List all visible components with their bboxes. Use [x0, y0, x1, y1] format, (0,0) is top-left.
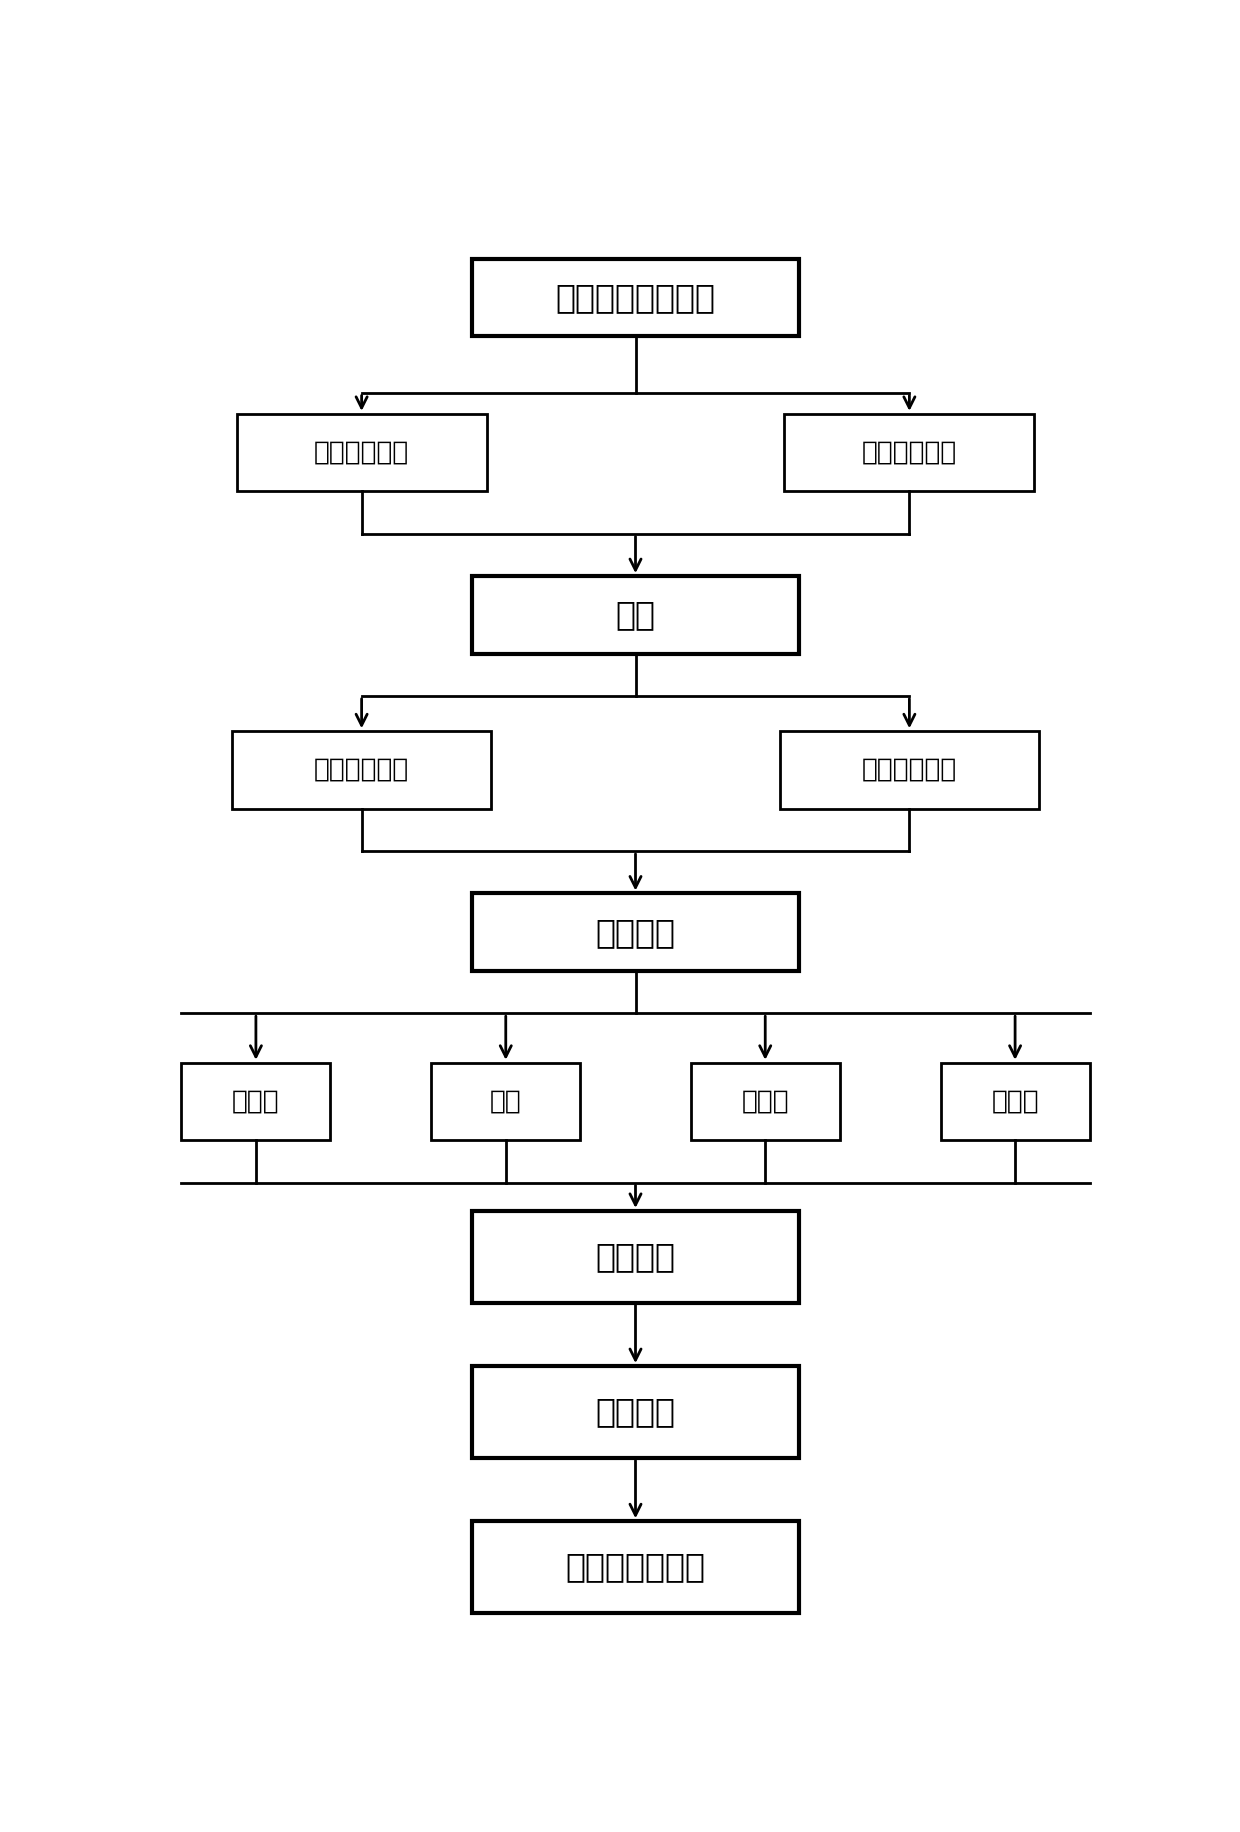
Text: 管网: 管网 — [490, 1088, 522, 1114]
FancyBboxPatch shape — [785, 414, 1034, 491]
FancyBboxPatch shape — [472, 1521, 799, 1612]
Text: 土壤透气率计算: 土壤透气率计算 — [565, 1550, 706, 1583]
FancyBboxPatch shape — [237, 414, 486, 491]
FancyBboxPatch shape — [941, 1063, 1090, 1140]
Text: 建井: 建井 — [615, 599, 656, 632]
FancyBboxPatch shape — [472, 894, 799, 971]
FancyBboxPatch shape — [232, 731, 491, 808]
Text: 气相抜提: 气相抜提 — [595, 1240, 676, 1273]
Text: 土壤气抜提井: 土壤气抜提井 — [314, 757, 409, 782]
Text: 流量计: 流量计 — [991, 1088, 1039, 1114]
Text: 压力表: 压力表 — [742, 1088, 789, 1114]
FancyBboxPatch shape — [432, 1063, 580, 1140]
Text: 地下水文特性: 地下水文特性 — [862, 440, 957, 465]
FancyBboxPatch shape — [181, 1063, 330, 1140]
Text: 土壤气监测井: 土壤气监测井 — [862, 757, 957, 782]
FancyBboxPatch shape — [780, 731, 1039, 808]
Text: 气流监测: 气流监测 — [595, 1396, 676, 1429]
Text: 水文地质资料分析: 水文地质资料分析 — [556, 280, 715, 313]
FancyBboxPatch shape — [472, 1367, 799, 1458]
FancyBboxPatch shape — [472, 258, 799, 337]
Text: 土层岩性特性: 土层岩性特性 — [314, 440, 409, 465]
Text: 设备连接: 设备连接 — [595, 916, 676, 949]
FancyBboxPatch shape — [472, 1211, 799, 1303]
FancyBboxPatch shape — [472, 575, 799, 654]
FancyBboxPatch shape — [691, 1063, 839, 1140]
Text: 真空泵: 真空泵 — [232, 1088, 280, 1114]
